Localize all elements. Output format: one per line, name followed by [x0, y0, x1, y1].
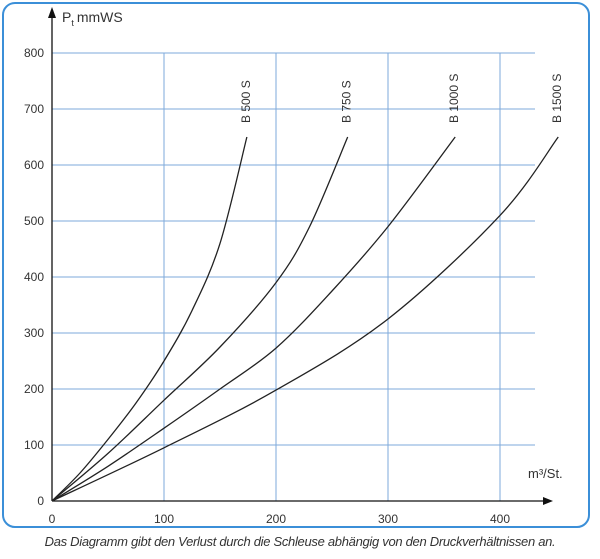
curve-label: B 1000 S — [447, 74, 461, 123]
y-tick-label: 600 — [24, 158, 44, 172]
x-axis-label: m³/St. — [528, 466, 563, 481]
y-tick-label: 800 — [24, 46, 44, 60]
y-axis-label: Pt mmWS — [62, 9, 123, 28]
y-tick-label: 100 — [24, 438, 44, 452]
y-tick-label: 0 — [37, 494, 44, 508]
x-tick-label: 300 — [378, 512, 398, 526]
caption: Das Diagramm gibt den Verlust durch die … — [44, 534, 556, 549]
x-tick-label: 400 — [490, 512, 510, 526]
curve — [51, 136, 456, 502]
curve — [51, 136, 248, 502]
y-tick-label: 300 — [24, 326, 44, 340]
x-tick-label: 100 — [154, 512, 174, 526]
x-axis-arrow — [543, 497, 553, 505]
y-tick-label: 500 — [24, 214, 44, 228]
curve — [51, 136, 559, 502]
curve-label: B 750 S — [340, 80, 354, 123]
curve-label: B 500 S — [239, 80, 253, 123]
y-tick-label: 700 — [24, 102, 44, 116]
curve-label: B 1500 S — [550, 74, 564, 123]
curve — [51, 136, 349, 502]
frame — [2, 2, 590, 528]
y-axis-arrow — [48, 7, 56, 18]
y-label-main: P — [62, 9, 71, 25]
y-label-unit: mmWS — [77, 9, 123, 25]
y-label-sub: t — [71, 18, 74, 28]
x-tick-label: 200 — [266, 512, 286, 526]
x-tick-label: 0 — [49, 512, 56, 526]
y-tick-label: 200 — [24, 382, 44, 396]
chart: Pt mmWS m³/St. 0 100 200 300 400 500 600 700 800 0… — [2, 2, 590, 528]
y-tick-label: 400 — [24, 270, 44, 284]
